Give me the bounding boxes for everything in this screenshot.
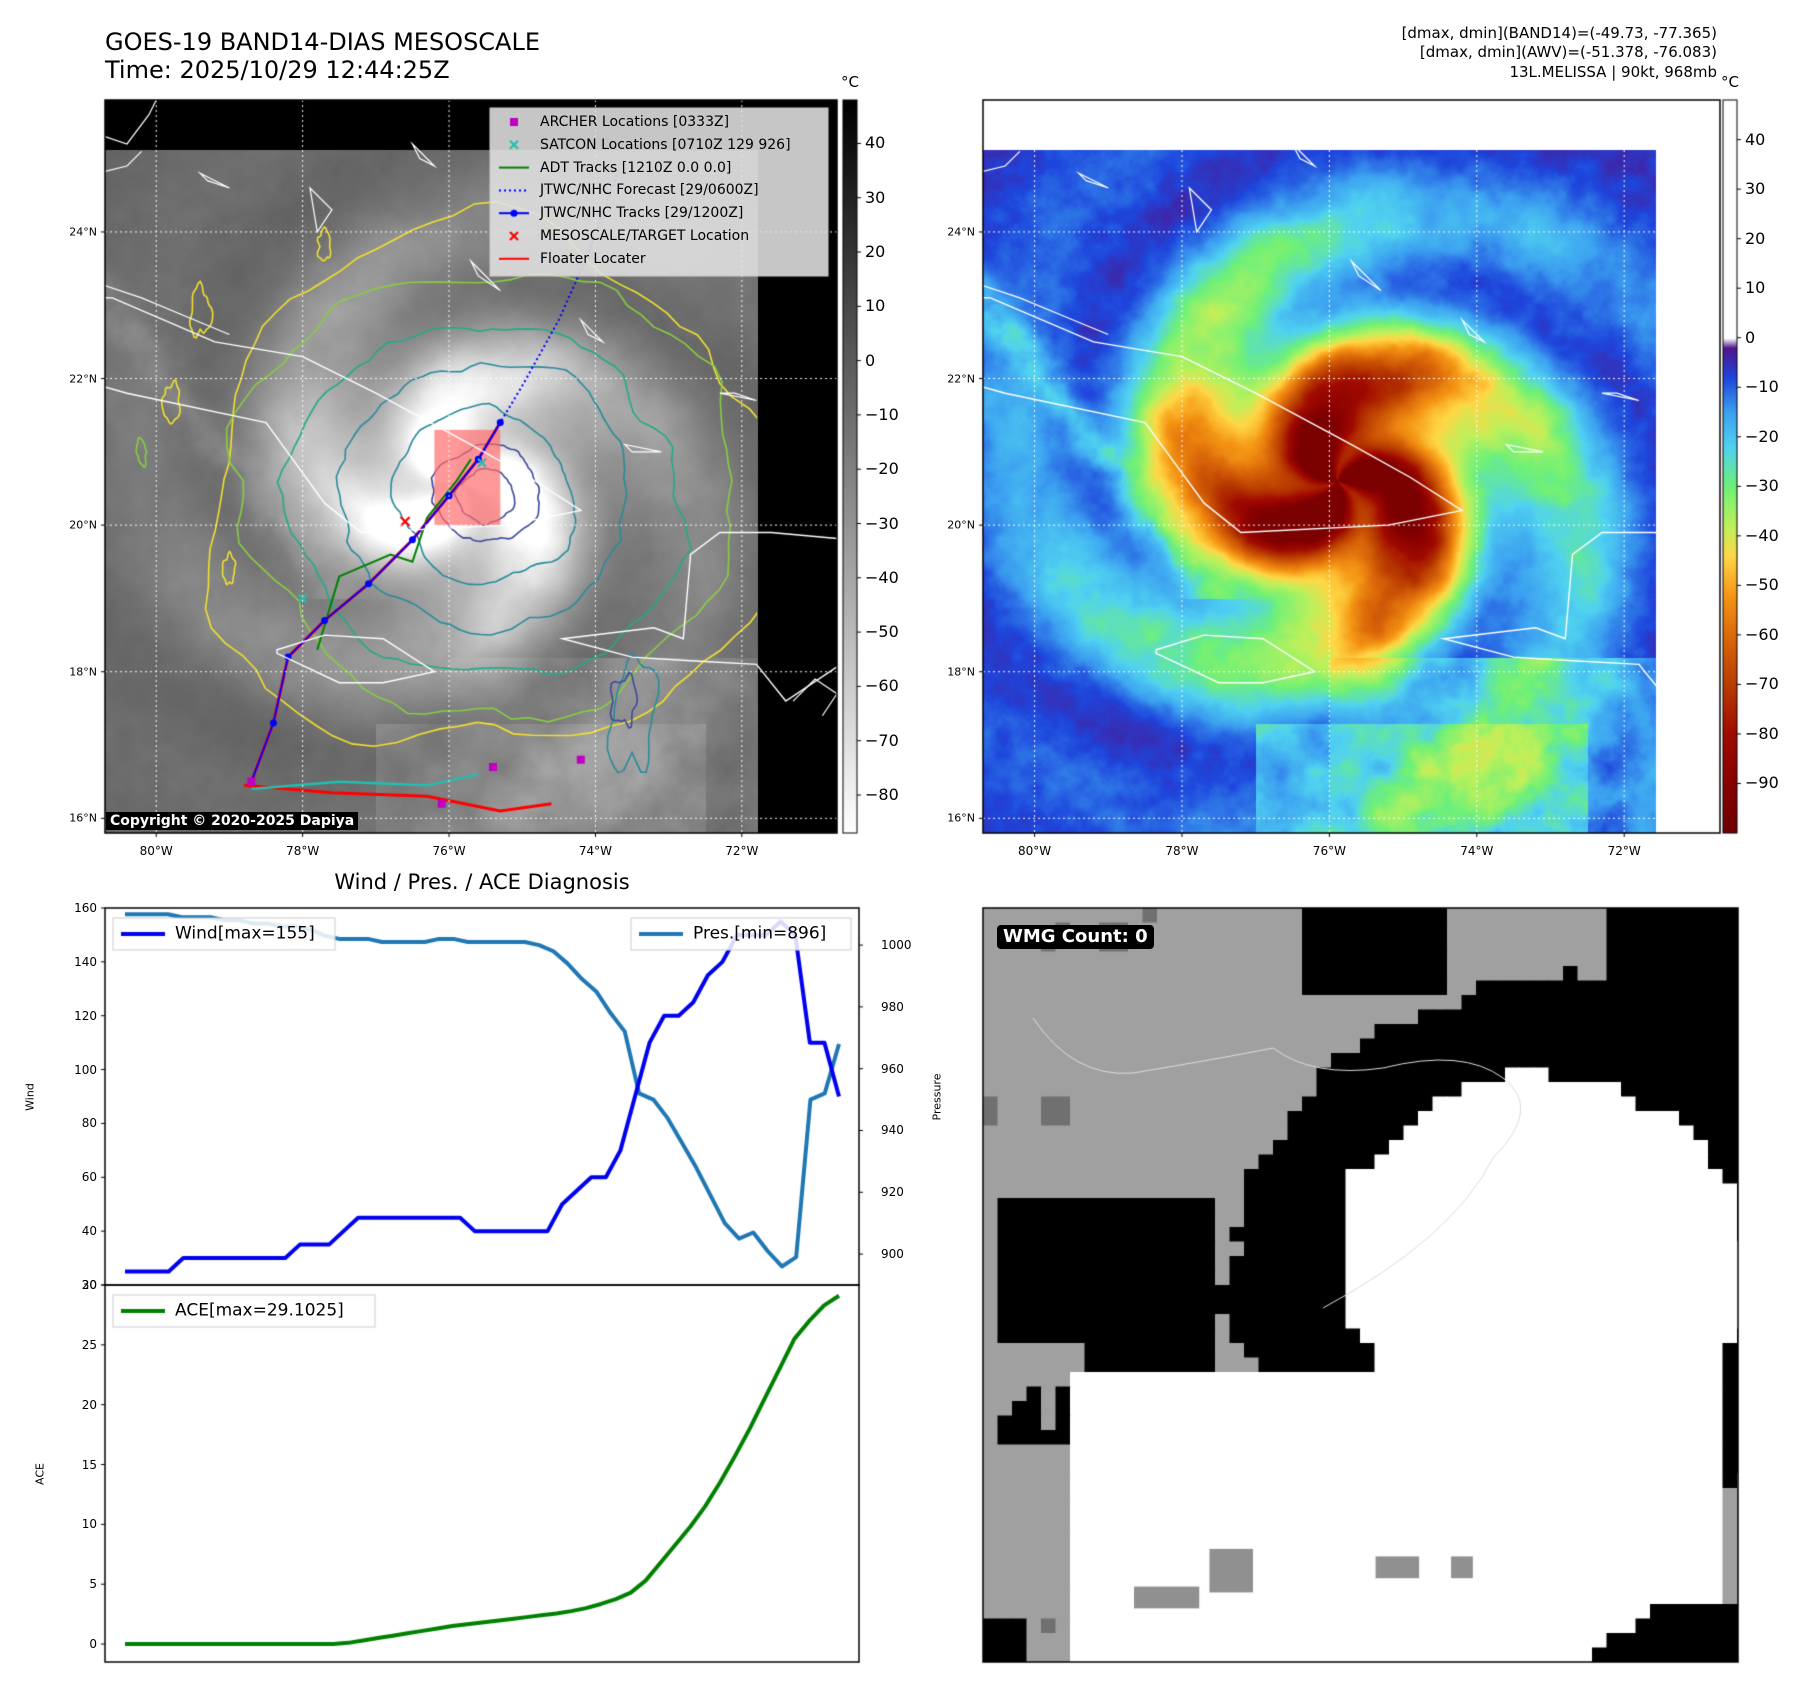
- pressure-axis-tick: 960: [881, 1061, 904, 1076]
- wind-axis-tick: 160: [74, 901, 97, 915]
- dias-colorbar-tick: 10: [1745, 278, 1766, 298]
- pressure-axis-tick: 980: [881, 999, 904, 1014]
- wind-axis-tick: 20: [81, 1278, 97, 1292]
- ir-colorbar-tick: −70: [865, 730, 899, 750]
- wind-axis-label: Wind: [23, 1082, 37, 1111]
- pressure-axis-tick: 900: [881, 1247, 904, 1262]
- dias-map-lat-tick: 18°N: [947, 665, 975, 679]
- ace-axis-tick: 0: [89, 1637, 97, 1652]
- dias-colorbar-unit: °C: [1721, 73, 1739, 91]
- dias-colorbar-tick: −60: [1745, 624, 1779, 644]
- dias-colorbar-tick: −70: [1745, 674, 1779, 694]
- ir-map-lat-tick: 22°N: [69, 372, 97, 386]
- legend-entry: ADT Tracks [1210Z 0.0 0.0]: [540, 159, 732, 176]
- ace-axis-tick: 10: [81, 1517, 97, 1532]
- ir-map-lon-tick: 72°W: [725, 844, 759, 858]
- ace-axis-tick: 30: [81, 1278, 97, 1292]
- ace-axis-tick: 20: [81, 1397, 97, 1412]
- dias-map-lat-tick: 24°N: [947, 225, 975, 239]
- legend-entry: SATCON Locations [0710Z 129 926]: [540, 136, 791, 153]
- ir-map-lon-tick: 78°W: [286, 844, 320, 858]
- diagnosis-title: Wind / Pres. / ACE Diagnosis: [334, 870, 630, 894]
- wind-axis-tick: 140: [74, 954, 97, 969]
- ir-colorbar-tick: 0: [865, 350, 876, 370]
- ir-colorbar-tick: −10: [865, 404, 899, 424]
- ir-colorbar-tick: 40: [865, 133, 886, 153]
- wind-axis-tick: 40: [81, 1224, 97, 1239]
- ir-colorbar-tick: 30: [865, 187, 886, 207]
- figure-title: GOES-19 BAND14-DIAS MESOSCALE: [105, 28, 541, 56]
- ir-colorbar-tick: −20: [865, 459, 899, 479]
- ace-axis-label: ACE: [33, 1462, 47, 1485]
- ir-map-lon-tick: 76°W: [432, 844, 466, 858]
- dias-map-lon-tick: 74°W: [1460, 844, 1494, 858]
- figure-time: Time: 2025/10/29 12:44:25Z: [105, 56, 450, 84]
- dias-colorbar-tick: −10: [1745, 377, 1779, 397]
- wind-axis-tick: 100: [74, 1062, 97, 1077]
- pressure-axis-tick: 940: [881, 1123, 904, 1138]
- ir-map-lat-tick: 20°N: [69, 518, 97, 532]
- dias-colorbar-tick: 20: [1745, 228, 1766, 248]
- ir-colorbar-tick: −30: [865, 513, 899, 533]
- legend-entry: ARCHER Locations [0333Z]: [540, 114, 730, 130]
- series-legend-entry: Pres.[min=896]: [693, 923, 827, 944]
- dias-colorbar-tick: −90: [1745, 773, 1779, 793]
- pressure-axis-tick: 920: [881, 1185, 904, 1200]
- dias-colorbar-tick: 40: [1745, 129, 1766, 149]
- wind-axis-tick: 80: [81, 1116, 97, 1131]
- ir-map-lat-tick: 24°N: [69, 225, 97, 239]
- wind-axis-tick: 120: [74, 1008, 97, 1023]
- ir-colorbar-tick: −50: [865, 622, 899, 642]
- dias-map-lon-tick: 72°W: [1607, 844, 1641, 858]
- info-awv: [dmax, dmin](AWV)=(-51.378, -76.083): [1419, 43, 1717, 61]
- dias-map-lon-tick: 76°W: [1312, 844, 1346, 858]
- dias-map-lat-tick: 22°N: [947, 372, 975, 386]
- ir-colorbar-unit: °C: [841, 73, 859, 91]
- dias-map-lon-tick: 80°W: [1018, 844, 1052, 858]
- ir-colorbar-tick: −60: [865, 676, 899, 696]
- legend-entry: Floater Locater: [540, 250, 646, 267]
- dias-colorbar-tick: −30: [1745, 476, 1779, 496]
- wmg-count-badge: WMG Count: 0: [997, 925, 1154, 949]
- ir-map-lon-tick: 74°W: [578, 844, 613, 858]
- ir-colorbar-tick: −40: [865, 567, 899, 587]
- dias-colorbar-tick: −80: [1745, 723, 1779, 743]
- dias-map-lat-tick: 16°N: [947, 811, 975, 825]
- info-band14: [dmax, dmin](BAND14)=(-49.73, -77.365): [1401, 24, 1717, 42]
- legend-entry: MESOSCALE/TARGET Location: [540, 228, 750, 244]
- ir-colorbar-tick: 10: [865, 296, 886, 316]
- ir-map-lat-tick: 16°N: [69, 811, 97, 825]
- ir-colorbar-tick: −80: [865, 784, 899, 804]
- dias-colorbar-tick: 0: [1745, 327, 1756, 347]
- ir-colorbar-tick: 20: [865, 242, 886, 262]
- dias-colorbar-tick: −50: [1745, 575, 1779, 595]
- dias-colorbar-tick: −20: [1745, 426, 1779, 446]
- copyright-badge: Copyright © 2020-2025 Dapiya: [106, 812, 359, 830]
- ace-axis-tick: 25: [81, 1337, 97, 1352]
- series-legend-entry: ACE[max=29.1025]: [175, 1300, 344, 1321]
- pressure-axis-tick: 1000: [881, 938, 912, 953]
- series-legend-entry: Wind[max=155]: [175, 923, 315, 944]
- ir-map-lon-tick: 80°W: [139, 844, 173, 858]
- dias-map-lon-tick: 78°W: [1165, 844, 1199, 858]
- dias-colorbar-tick: −40: [1745, 525, 1779, 545]
- pressure-axis-label: Pressure: [930, 1073, 944, 1120]
- legend-entry: JTWC/NHC Forecast [29/0600Z]: [540, 182, 759, 199]
- wind-axis-tick: 60: [81, 1170, 97, 1185]
- info-storm: 13L.MELISSA | 90kt, 968mb: [1509, 63, 1717, 81]
- dias-colorbar-tick: 30: [1745, 179, 1766, 199]
- legend-entry: JTWC/NHC Tracks [29/1200Z]: [540, 205, 744, 222]
- dias-map-lat-tick: 20°N: [947, 518, 975, 532]
- ace-axis-tick: 15: [81, 1457, 97, 1472]
- ace-axis-tick: 5: [89, 1577, 97, 1592]
- ir-map-lat-tick: 18°N: [69, 665, 97, 679]
